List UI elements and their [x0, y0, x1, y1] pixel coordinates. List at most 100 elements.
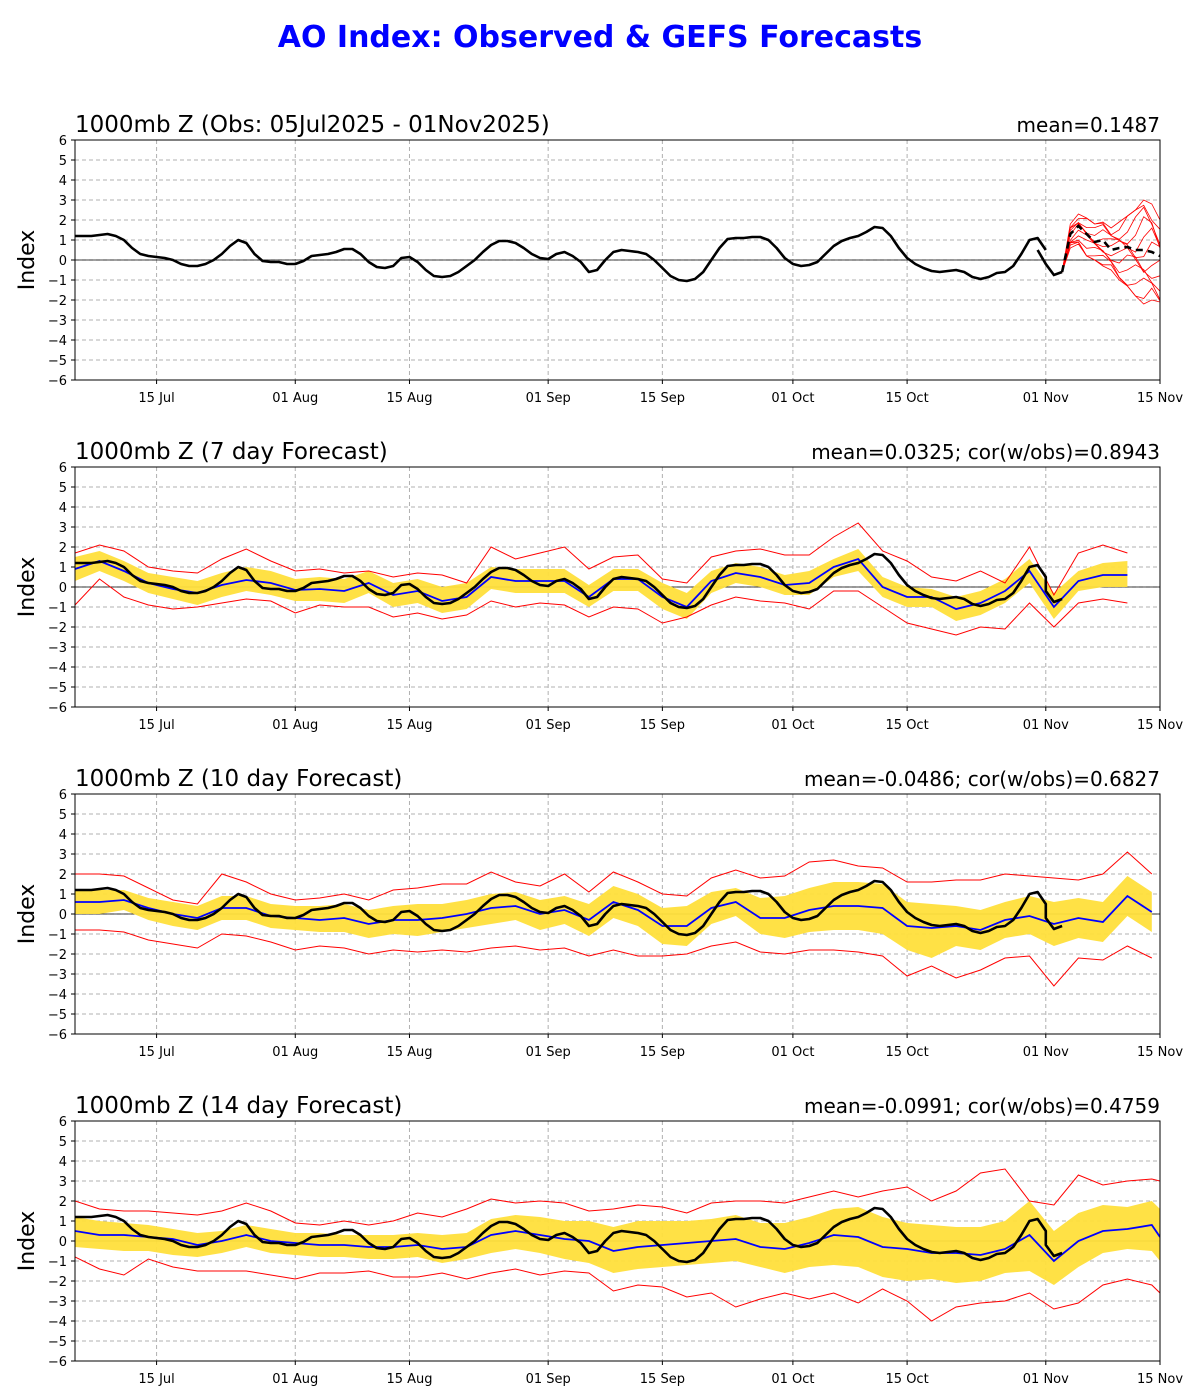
x-tick-label: 01 Nov — [1023, 391, 1069, 406]
observed-line — [75, 879, 1063, 937]
x-tick-label: 15 Sep — [640, 391, 685, 406]
y-tick-label: 3 — [59, 848, 67, 863]
y-tick-label: −6 — [48, 701, 67, 716]
panel-stats: mean=0.0325; cor(w/obs)=0.8943 — [811, 440, 1160, 464]
x-tick-label: 01 Sep — [526, 391, 571, 406]
ensemble-spread-band — [75, 1201, 1160, 1285]
y-tick-label: −4 — [48, 988, 67, 1003]
x-tick-label: 15 Oct — [886, 718, 929, 733]
ensemble-min-line — [75, 929, 1153, 987]
y-tick-label: 3 — [59, 1175, 67, 1190]
y-tick-label: −4 — [48, 661, 67, 676]
y-tick-label: 6 — [59, 1115, 67, 1130]
y-tick-label: 5 — [59, 481, 67, 496]
ensemble-max-line — [75, 522, 1128, 597]
y-tick-label: 1 — [59, 1215, 67, 1230]
x-tick-label: 15 Jul — [138, 1045, 174, 1060]
y-axis-label: Index — [15, 1211, 40, 1272]
panel-title: 1000mb Z (Obs: 05Jul2025 - 01Nov2025) — [75, 112, 550, 138]
observed-line — [75, 1206, 1063, 1264]
ensemble-member-line — [1061, 235, 1160, 279]
x-tick-label: 01 Nov — [1023, 718, 1069, 733]
y-tick-label: 4 — [59, 828, 67, 843]
x-tick-label: 15 Aug — [386, 391, 432, 406]
observed-line — [75, 552, 1063, 610]
y-tick-label: −6 — [48, 1028, 67, 1043]
y-tick-label: 2 — [59, 868, 67, 883]
ensemble-min-line — [1061, 243, 1160, 305]
y-tick-label: 3 — [59, 194, 67, 209]
y-tick-label: 6 — [59, 461, 67, 476]
y-tick-label: 3 — [59, 521, 67, 536]
x-tick-label: 15 Nov — [1137, 1372, 1183, 1387]
y-tick-label: −1 — [48, 1255, 67, 1270]
ensemble-spread-band — [75, 549, 1128, 621]
y-tick-label: −4 — [48, 334, 67, 349]
ensemble-max-line — [1061, 199, 1160, 273]
y-tick-label: −1 — [48, 274, 67, 289]
y-tick-label: −4 — [48, 1315, 67, 1330]
x-tick-label: 01 Nov — [1023, 1045, 1069, 1060]
panel-stats: mean=-0.0486; cor(w/obs)=0.6827 — [804, 767, 1160, 791]
y-tick-label: −2 — [48, 621, 67, 636]
ensemble-member-line — [1061, 216, 1160, 273]
y-tick-label: −6 — [48, 374, 67, 389]
plot-area — [75, 1168, 1160, 1322]
chart-panel-3: 6 5 4 3 2 1 0 −1 −2 −3 −4 −5 −6 15 Jul 01 Aug 15 Aug 01 … — [15, 766, 1183, 1060]
y-tick-label: 0 — [59, 1235, 67, 1250]
x-tick-label: 01 Oct — [771, 391, 814, 406]
panel-title: 1000mb Z (7 day Forecast) — [75, 439, 388, 465]
y-tick-label: −3 — [48, 641, 67, 656]
x-tick-label: 15 Sep — [640, 1045, 685, 1060]
x-tick-label: 01 Aug — [272, 391, 318, 406]
y-tick-label: 1 — [59, 561, 67, 576]
x-tick-label: 15 Nov — [1137, 391, 1183, 406]
x-tick-label: 15 Aug — [386, 1372, 432, 1387]
ensemble-min-line — [75, 578, 1128, 636]
x-tick-label: 15 Jul — [138, 718, 174, 733]
y-tick-label: −2 — [48, 294, 67, 309]
y-tick-label: 4 — [59, 1155, 67, 1170]
x-tick-label: 15 Sep — [640, 1372, 685, 1387]
x-tick-label: 01 Oct — [771, 1045, 814, 1060]
x-tick-label: 01 Sep — [526, 718, 571, 733]
ensemble-max-line — [75, 851, 1153, 905]
ensemble-member-line — [1061, 206, 1160, 273]
y-tick-label: −5 — [48, 1335, 67, 1350]
panel-title: 1000mb Z (10 day Forecast) — [75, 766, 402, 792]
y-tick-label: −5 — [48, 681, 67, 696]
y-tick-label: 5 — [59, 154, 67, 169]
y-tick-label: −6 — [48, 1355, 67, 1370]
ensemble-mean-line — [75, 557, 1128, 610]
y-tick-label: −5 — [48, 354, 67, 369]
y-axis-label: Index — [15, 884, 40, 945]
x-tick-label: 15 Nov — [1137, 1045, 1183, 1060]
y-tick-label: 6 — [59, 788, 67, 803]
x-tick-label: 01 Aug — [272, 718, 318, 733]
x-tick-label: 01 Sep — [526, 1372, 571, 1387]
plot-area — [75, 851, 1153, 987]
forecast-mean-line — [1060, 224, 1160, 273]
figure-title: AO Index: Observed & GEFS Forecasts — [277, 20, 923, 55]
panel-stats: mean=0.1487 — [1017, 113, 1160, 137]
x-tick-label: 01 Aug — [272, 1045, 318, 1060]
x-tick-label: 01 Oct — [771, 1372, 814, 1387]
y-tick-label: −3 — [48, 314, 67, 329]
ensemble-member-line — [1061, 229, 1160, 273]
y-tick-label: 5 — [59, 808, 67, 823]
y-axis-label: Index — [15, 230, 40, 291]
y-tick-label: −3 — [48, 968, 67, 983]
observed-line — [75, 225, 1047, 283]
y-tick-label: 2 — [59, 541, 67, 556]
panel-stats: mean=-0.0991; cor(w/obs)=0.4759 — [804, 1094, 1160, 1118]
y-tick-label: 4 — [59, 501, 67, 516]
x-tick-label: 01 Nov — [1023, 1372, 1069, 1387]
x-tick-label: 15 Jul — [138, 1372, 174, 1387]
x-tick-label: 15 Aug — [386, 718, 432, 733]
y-tick-label: 0 — [59, 908, 67, 923]
y-tick-label: 0 — [59, 581, 67, 596]
ensemble-member-line — [1061, 223, 1160, 273]
y-tick-label: 4 — [59, 174, 67, 189]
x-tick-label: 15 Nov — [1137, 718, 1183, 733]
